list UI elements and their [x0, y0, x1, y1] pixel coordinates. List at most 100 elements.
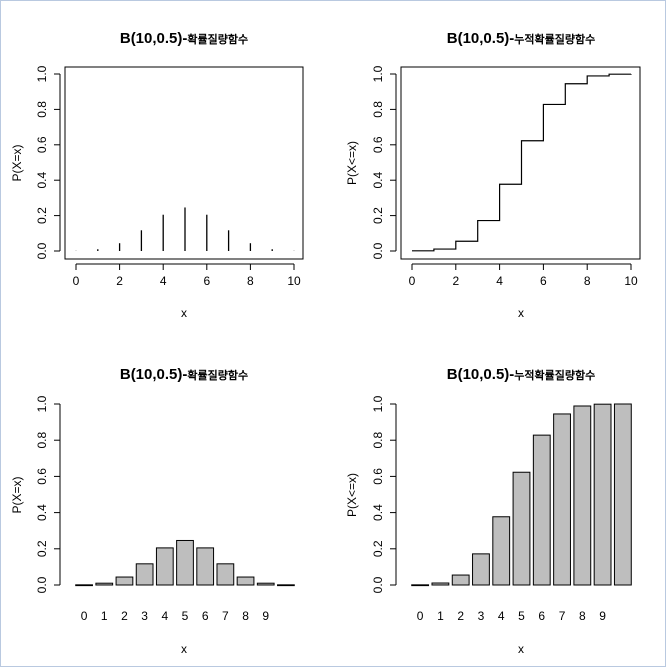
chart-title-suffix: 누적확률질량함수: [514, 32, 595, 46]
chart-title-suffix: 누적확률질량함수: [514, 368, 595, 382]
chart-title-suffix: 확률질량함수: [187, 368, 248, 382]
bar: [451, 574, 470, 586]
x-category-label: 2: [457, 609, 464, 623]
plot-box: [64, 66, 304, 260]
bar: [492, 516, 511, 586]
bar: [256, 582, 275, 586]
y-tick-label: 1.0: [35, 395, 49, 412]
y-tick-label: 0.6: [371, 136, 385, 153]
y-tick-label: 0.4: [371, 504, 385, 521]
chart-title: B(10,0.5)-확률질량함수: [120, 30, 248, 47]
x-category-label: 7: [559, 609, 566, 623]
x-category-label: 5: [518, 609, 525, 623]
x-category-label: 4: [161, 609, 168, 623]
chart-title: B(10,0.5)-확률질량함수: [120, 366, 248, 383]
bar: [472, 553, 490, 586]
x-tick-label: 2: [116, 274, 123, 288]
bar: [75, 584, 93, 587]
chart-title-main: B(10,0.5)-: [447, 30, 515, 47]
x-tick-label: 10: [624, 274, 638, 288]
y-tick-label: 1.0: [35, 65, 49, 82]
y-tick-label: 0.0: [35, 576, 49, 593]
y-tick-label: 0.4: [35, 504, 49, 521]
x-category-label: 0: [81, 609, 88, 623]
bar: [411, 584, 430, 587]
x-tick-label: 2: [452, 274, 459, 288]
bar: [216, 563, 235, 586]
bar: [277, 584, 295, 587]
y-axis-label: P(X<=x): [345, 141, 359, 185]
y-axis-label: P(X=x): [10, 144, 24, 181]
bar: [431, 582, 450, 586]
x-category-label: 9: [262, 609, 269, 623]
y-tick-label: 0.2: [371, 207, 385, 224]
x-axis-label: x: [181, 642, 187, 656]
x-category-label: 4: [498, 609, 505, 623]
y-tick-label: 0.6: [371, 468, 385, 485]
y-tick-label: 0.2: [35, 540, 49, 557]
chart-title-main: B(10,0.5)-: [120, 366, 188, 383]
chart-title-suffix: 확률질량함수: [187, 32, 248, 46]
y-axis-label: P(X<=x): [345, 473, 359, 517]
x-tick-label: 4: [160, 274, 167, 288]
x-tick-label: 6: [540, 274, 547, 288]
x-tick-label: 8: [584, 274, 591, 288]
x-category-label: 6: [538, 609, 545, 623]
x-tick-label: 10: [287, 274, 301, 288]
y-tick-label: 0.0: [371, 242, 385, 259]
y-tick-label: 0.8: [371, 432, 385, 449]
y-tick-label: 1.0: [371, 65, 385, 82]
x-tick-label: 4: [496, 274, 503, 288]
x-axis-label: x: [518, 306, 524, 320]
x-category-label: 3: [141, 609, 148, 623]
x-tick-label: 0: [73, 274, 80, 288]
bar: [613, 403, 632, 586]
x-category-label: 0: [417, 609, 424, 623]
bar: [593, 403, 612, 586]
x-category-label: 2: [121, 609, 128, 623]
bar: [176, 539, 194, 586]
bar: [532, 434, 551, 586]
plot-box: [400, 66, 641, 260]
x-axis-label: x: [181, 306, 187, 320]
y-tick-label: 0.6: [35, 468, 49, 485]
x-category-label: 5: [182, 609, 189, 623]
x-category-label: 1: [101, 609, 108, 623]
bar: [135, 563, 154, 586]
bar: [95, 582, 114, 586]
y-tick-label: 0.0: [371, 576, 385, 593]
y-axis-label: P(X=x): [10, 476, 24, 513]
cdf-step-line: [412, 73, 632, 252]
y-tick-label: 0.4: [371, 172, 385, 189]
bar: [196, 547, 215, 586]
chart-title-main: B(10,0.5)-: [120, 30, 188, 47]
bar: [512, 471, 531, 586]
y-tick-label: 0.8: [35, 432, 49, 449]
chart-title-main: B(10,0.5)-: [447, 366, 515, 383]
y-tick-label: 0.2: [35, 207, 49, 224]
y-tick-label: 1.0: [371, 395, 385, 412]
x-tick-label: 6: [203, 274, 210, 288]
x-category-label: 8: [242, 609, 249, 623]
x-tick-label: 0: [409, 274, 416, 288]
y-tick-label: 0.4: [35, 172, 49, 189]
chart-title: B(10,0.5)-누적확률질량함수: [447, 30, 596, 47]
x-category-label: 7: [222, 609, 229, 623]
y-tick-label: 0.0: [35, 242, 49, 259]
x-axis-label: x: [518, 642, 524, 656]
bar: [236, 576, 255, 586]
x-tick-label: 8: [247, 274, 254, 288]
y-tick-label: 0.6: [35, 136, 49, 153]
y-tick-label: 0.2: [371, 540, 385, 557]
x-category-label: 1: [437, 609, 444, 623]
bar: [573, 405, 592, 586]
x-category-label: 8: [579, 609, 586, 623]
bar: [115, 576, 134, 586]
x-category-label: 6: [202, 609, 209, 623]
x-category-label: 9: [599, 609, 606, 623]
chart-title: B(10,0.5)-누적확률질량함수: [447, 366, 596, 383]
bar: [155, 547, 174, 586]
y-tick-label: 0.8: [371, 101, 385, 118]
